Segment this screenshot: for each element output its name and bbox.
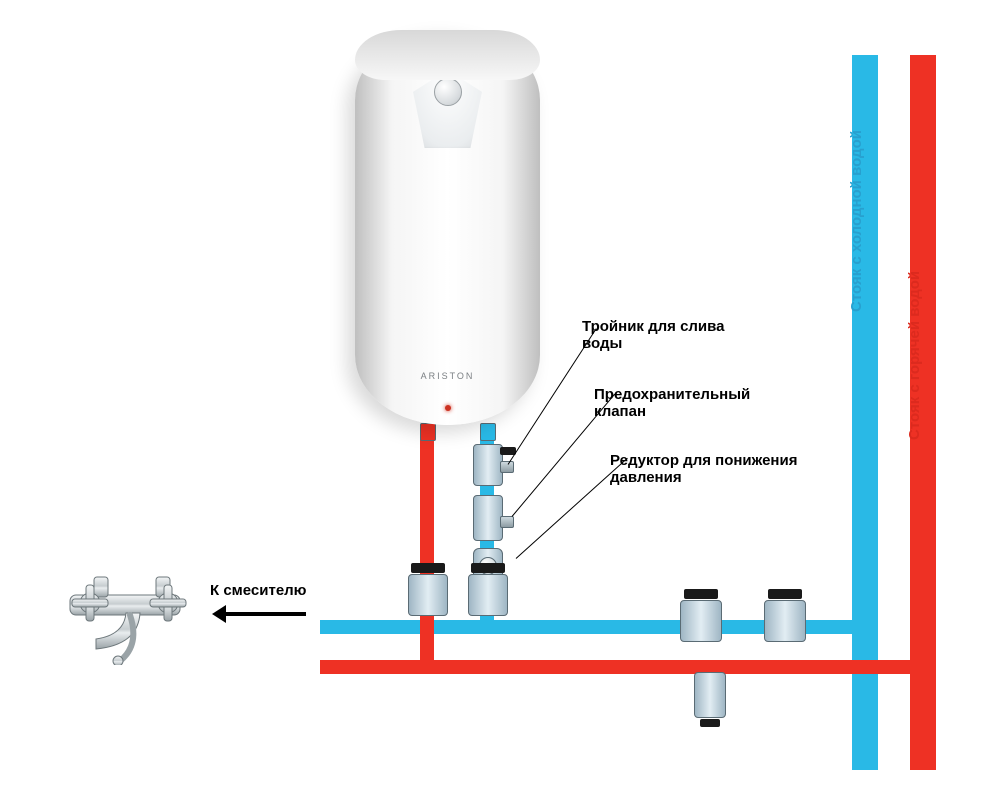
- heater-led: [445, 405, 451, 411]
- cold-riser-label: Стояк с холодной водой: [848, 130, 865, 312]
- diagram-stage: { "colors": { "hot": "#ee3124", "cold": …: [0, 0, 1000, 800]
- to-mixer-label: К смесителю: [210, 582, 307, 599]
- heater-knob: [434, 78, 462, 106]
- ball-valve-supply-2: [764, 600, 806, 642]
- hot-main-pipe: [320, 660, 924, 674]
- heater-brand: ARISTON: [421, 371, 475, 381]
- tee-drain-label: Тройник для слива воды: [582, 318, 725, 353]
- hot-drop-pipe: [420, 425, 434, 674]
- tee-drain-fitting: [473, 444, 503, 486]
- hot-outlet-nipple: [420, 423, 436, 441]
- cold-inlet-nipple: [480, 423, 496, 441]
- safety-valve-label: Предохранительный клапан: [594, 386, 750, 421]
- pressure-reducer-label: Редуктор для понижения давления: [610, 452, 797, 487]
- mixer-faucet-icon: [40, 555, 200, 665]
- pressure-reducer-leader: [516, 458, 628, 559]
- ball-valve-hot: [408, 574, 448, 616]
- safety-valve-fitting: [473, 495, 503, 541]
- ball-valve-supply-1: [680, 600, 722, 642]
- ball-valve-cold: [468, 574, 508, 616]
- water-heater: ARISTON: [355, 30, 540, 425]
- safety-valve-leader: [512, 394, 616, 517]
- drain-valve: [694, 672, 726, 718]
- to-mixer-arrow: [226, 612, 306, 616]
- hot-riser-label: Стояк с горячей водой: [906, 271, 923, 440]
